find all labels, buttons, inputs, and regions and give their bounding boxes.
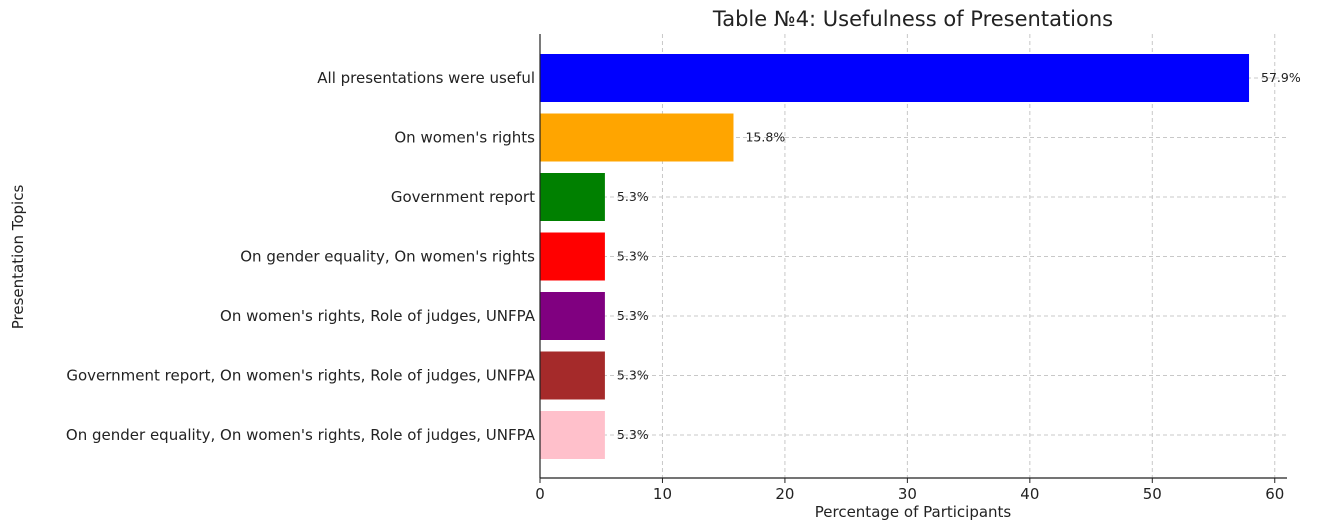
category-label: On gender equality, On women's rights [240, 248, 535, 266]
x-tick-label: 40 [1020, 485, 1039, 503]
bar [540, 232, 605, 281]
x-ticks: 0 10 20 30 40 50 60 [535, 478, 1284, 503]
x-tick-label: 20 [775, 485, 794, 503]
category-label: On women's rights [394, 129, 535, 147]
bar [540, 411, 605, 459]
data-label: 5.3% [617, 427, 649, 442]
bars [540, 54, 1250, 459]
y-axis-title: Presentation Topics [9, 185, 27, 330]
x-axis-title: Percentage of Participants [815, 503, 1012, 521]
x-tick-label: 10 [653, 485, 672, 503]
category-label: All presentations were useful [317, 69, 535, 87]
data-labels: 57.9% 15.8% 5.3% 5.3% 5.3% 5.3% 5.3% [617, 70, 1301, 442]
bar [540, 173, 605, 221]
data-label: 5.3% [617, 308, 649, 323]
bar [540, 292, 605, 340]
data-label: 57.9% [1261, 70, 1301, 85]
bar [540, 113, 734, 162]
data-label: 5.3% [617, 189, 649, 204]
axes [539, 34, 1287, 479]
chart-title: Table №4: Usefulness of Presentations [712, 7, 1113, 31]
bar [540, 54, 1250, 102]
data-label: 5.3% [617, 249, 649, 264]
category-label: On gender equality, On women's rights, R… [66, 426, 536, 444]
x-tick-label: 0 [535, 485, 545, 503]
bar [540, 351, 605, 400]
category-labels: All presentations were useful On women's … [66, 69, 536, 444]
x-tick-label: 60 [1265, 485, 1284, 503]
x-tick-label: 30 [898, 485, 917, 503]
category-label: Government report [391, 188, 535, 206]
category-label: On women's rights, Role of judges, UNFPA [220, 307, 536, 325]
x-tick-label: 50 [1143, 485, 1162, 503]
data-label: 5.3% [617, 368, 649, 383]
category-label: Government report, On women's rights, Ro… [66, 367, 535, 385]
data-label: 15.8% [745, 130, 785, 145]
